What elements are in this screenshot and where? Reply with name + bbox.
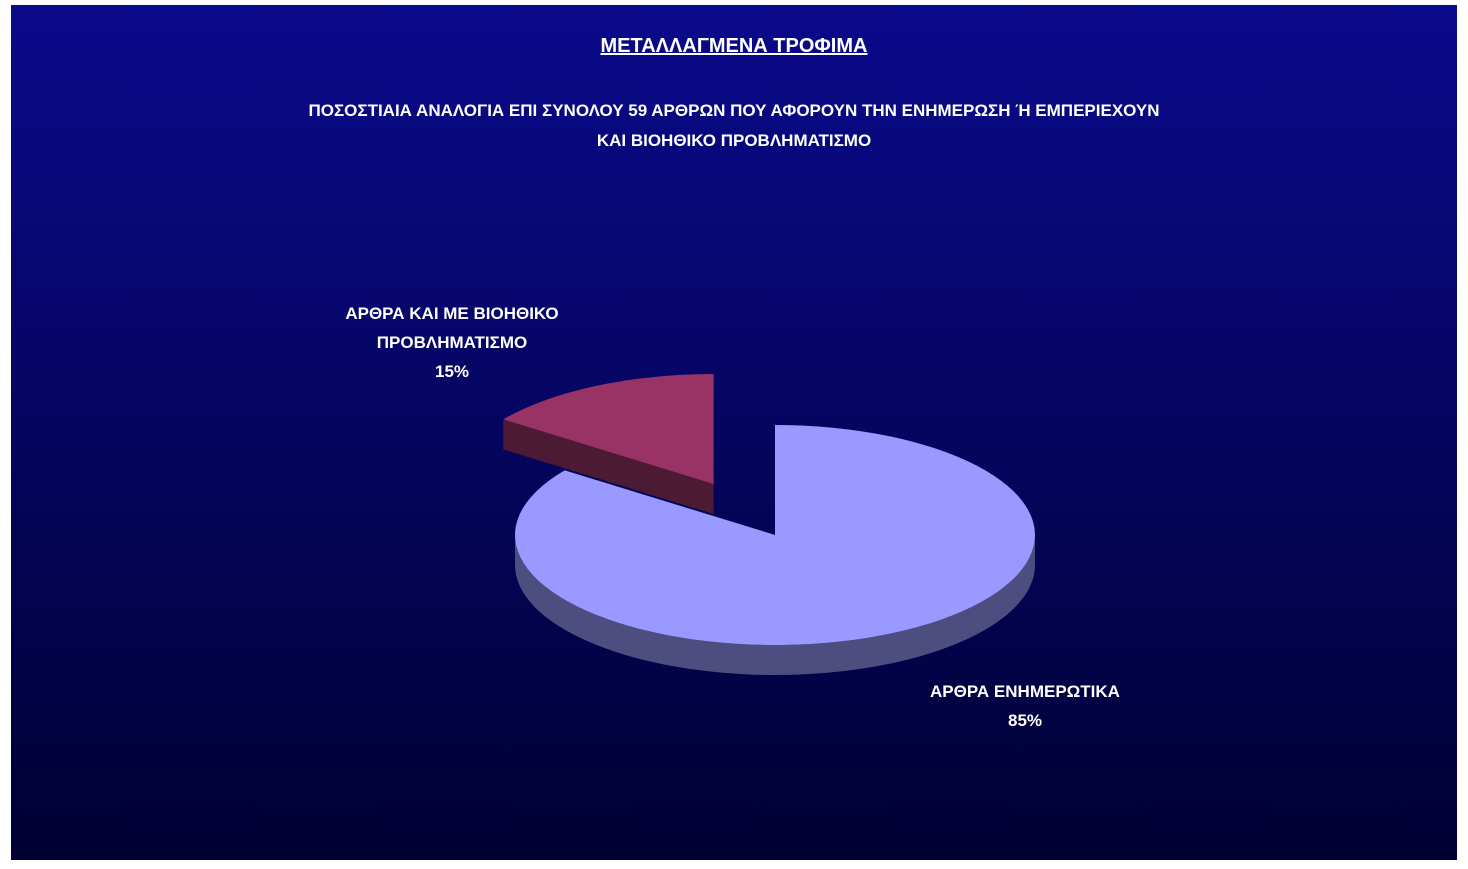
pie-slice (503, 374, 714, 485)
category-label: ΑΡΘΡΑ ΕΝΗΜΕΡΩΤΙΚΑ (930, 682, 1120, 701)
plot (503, 374, 1035, 675)
value-label: 85% (1007, 711, 1043, 730)
chart-subtitle: ΚΑΙ ΒΙΟΗΘΙΚΟ ΠΡΟΒΛΗΜΑΤΙΣΜΟ (596, 131, 872, 150)
chart-subtitle: ΠΟΣΟΣΤΙΑΙΑ ΑΝΑΛΟΓΙΑ ΕΠΙ ΣΥΝΟΛΟΥ 59 ΑΡΘΡΩ… (308, 101, 1160, 120)
pie-slice (514, 425, 1035, 645)
chart-title: ΜΕΤΑΛΛΑΓΜΕΝΑ ΤΡΟΦΙΜΑ (600, 35, 868, 57)
chart: ΜΕΤΑΛΛΑΓΜΕΝΑ ΤΡΟΦΙΜΑ ΠΟΣΟΣΤΙΑΙΑ ΑΝΑΛΟΓΙΑ… (11, 5, 1457, 860)
value-label: 15% (434, 362, 470, 381)
slice-side (503, 419, 714, 515)
data-label: ΑΡΘΡΑ ΕΝΗΜΕΡΩΤΙΚΑ 85% (875, 677, 1175, 735)
slice-side (515, 535, 1035, 675)
category-label: ΑΡΘΡΑ ΚΑΙ ΜΕ ΒΙΟΗΘΙΚΟ ΠΡΟΒΛΗΜΑΤΙΣΜΟ (345, 304, 559, 352)
data-label: ΑΡΘΡΑ ΚΑΙ ΜΕ ΒΙΟΗΘΙΚΟ ΠΡΟΒΛΗΜΑΤΙΣΜΟ 15% (302, 299, 602, 386)
